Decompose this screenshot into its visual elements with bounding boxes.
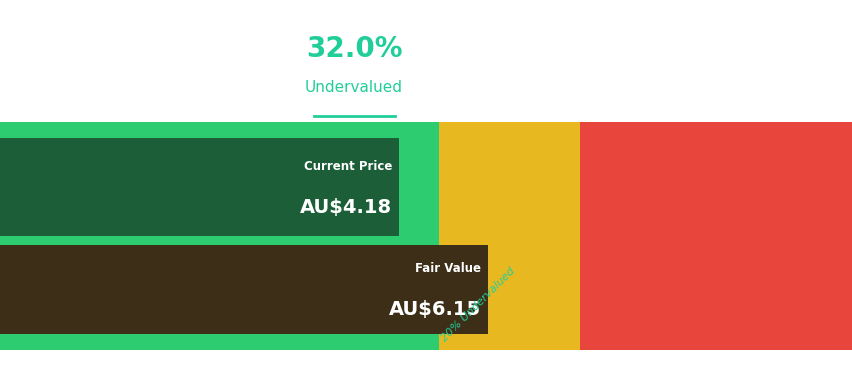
Text: Current Price: Current Price [303, 160, 392, 173]
Text: AU$4.18: AU$4.18 [300, 198, 392, 217]
Text: Fair Value: Fair Value [415, 262, 481, 275]
Bar [0, 138, 399, 236]
Bar [0, 245, 487, 334]
Text: AU$6.15: AU$6.15 [389, 300, 481, 319]
Text: 20% Overvalued: 20% Overvalued [650, 271, 722, 344]
Text: 20% Undervalued: 20% Undervalued [439, 266, 516, 344]
Text: 32.0%: 32.0% [305, 35, 402, 63]
Text: About Right: About Right [509, 290, 563, 344]
Bar [579, 122, 852, 350]
Text: Undervalued: Undervalued [305, 80, 402, 95]
Bar [0, 122, 439, 350]
Bar [439, 122, 579, 350]
